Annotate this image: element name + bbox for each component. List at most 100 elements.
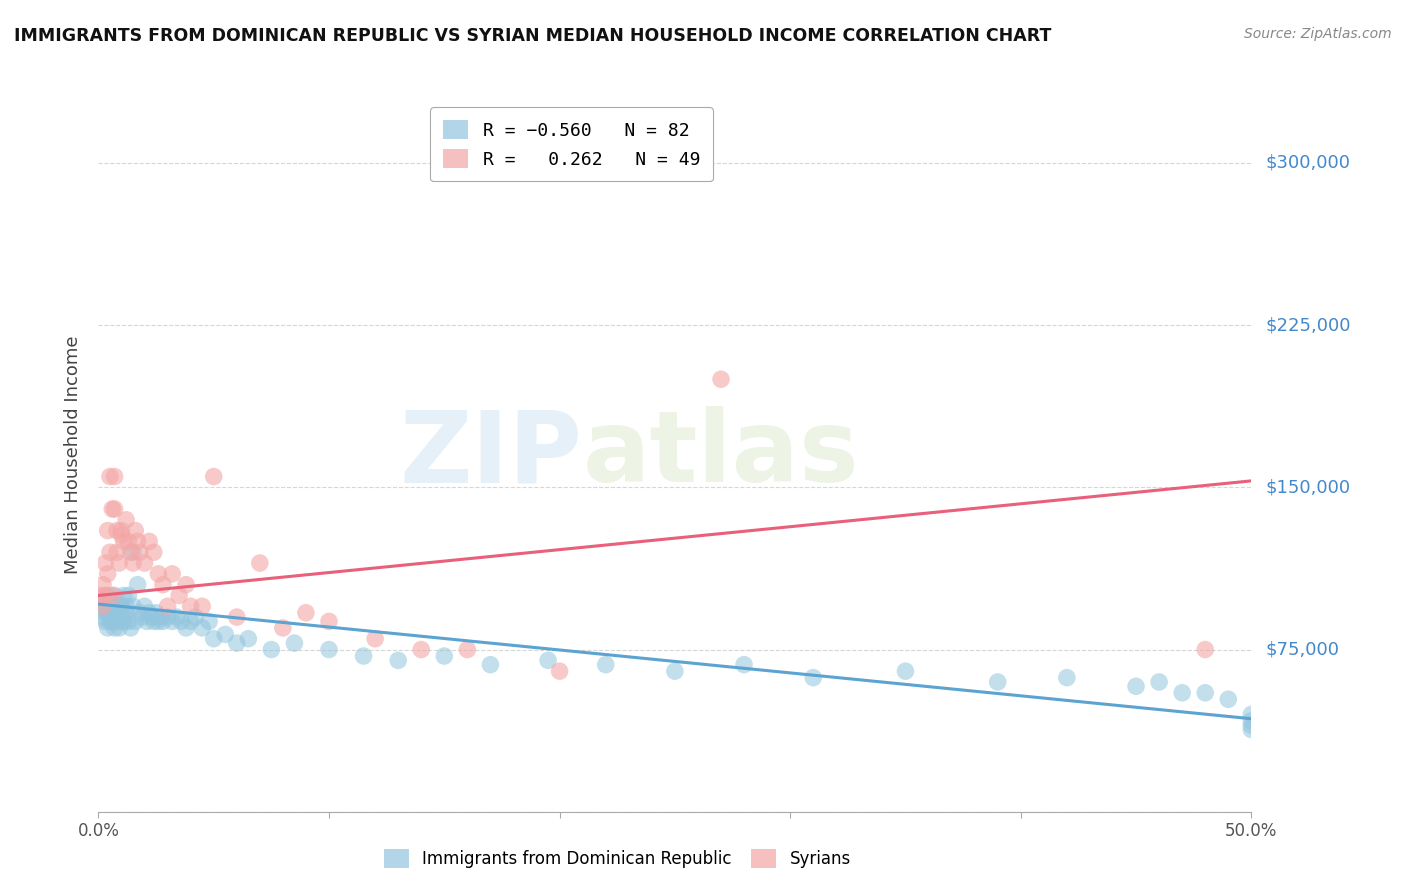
Point: [174, 621, 197, 635]
Point: [152, 615, 174, 629]
Point: [160, 615, 183, 629]
Point: [479, 657, 502, 672]
Point: [156, 610, 179, 624]
Text: ZIP: ZIP: [399, 407, 582, 503]
Legend: Immigrants from Dominican Republic, Syrians: Immigrants from Dominican Republic, Syri…: [377, 843, 858, 875]
Point: [135, 615, 157, 629]
Point: [801, 671, 824, 685]
Text: Source: ZipAtlas.com: Source: ZipAtlas.com: [1244, 27, 1392, 41]
Point: [117, 534, 139, 549]
Text: IMMIGRANTS FROM DOMINICAN REPUBLIC VS SYRIAN MEDIAN HOUSEHOLD INCOME CORRELATION: IMMIGRANTS FROM DOMINICAN REPUBLIC VS SY…: [14, 27, 1052, 45]
Point: [191, 599, 214, 614]
Point: [174, 577, 197, 591]
Point: [202, 632, 225, 646]
Point: [97, 621, 120, 635]
Point: [98, 469, 121, 483]
Point: [90, 589, 112, 603]
Point: [103, 589, 125, 603]
Point: [214, 627, 236, 641]
Text: $75,000: $75,000: [1265, 640, 1340, 658]
Point: [97, 604, 120, 618]
Point: [318, 642, 340, 657]
Point: [90, 599, 112, 614]
Point: [110, 599, 132, 614]
Point: [225, 636, 247, 650]
Point: [1056, 671, 1078, 685]
Point: [124, 615, 146, 629]
Point: [191, 621, 214, 635]
Point: [160, 566, 183, 581]
Point: [94, 606, 117, 620]
Point: [456, 642, 478, 657]
Point: [271, 621, 294, 635]
Point: [108, 556, 131, 570]
Point: [112, 534, 135, 549]
Point: [1194, 686, 1216, 700]
Point: [1240, 723, 1263, 737]
Point: [105, 599, 128, 614]
Point: [110, 524, 132, 538]
Point: [108, 621, 131, 635]
Point: [97, 589, 120, 603]
Point: [142, 545, 165, 559]
Point: [108, 597, 131, 611]
Point: [1125, 679, 1147, 693]
Point: [129, 545, 152, 559]
Point: [112, 615, 135, 629]
Point: [710, 372, 733, 386]
Point: [249, 556, 271, 570]
Point: [103, 606, 125, 620]
Point: [1171, 686, 1194, 700]
Point: [127, 534, 149, 549]
Point: [1240, 707, 1263, 722]
Point: [105, 524, 128, 538]
Point: [225, 610, 247, 624]
Point: [548, 664, 571, 678]
Point: [110, 610, 132, 624]
Point: [1240, 714, 1263, 728]
Point: [115, 599, 138, 614]
Point: [166, 610, 188, 624]
Point: [733, 657, 755, 672]
Y-axis label: Median Household Income: Median Household Income: [65, 335, 83, 574]
Point: [91, 610, 114, 624]
Point: [149, 610, 172, 624]
Point: [122, 599, 145, 614]
Point: [120, 545, 142, 559]
Point: [283, 636, 305, 650]
Point: [94, 589, 117, 603]
Point: [170, 615, 193, 629]
Point: [142, 615, 165, 629]
Point: [103, 469, 125, 483]
Point: [124, 524, 146, 538]
Point: [148, 615, 170, 629]
Text: atlas: atlas: [582, 407, 859, 503]
Point: [180, 599, 202, 614]
Point: [94, 599, 117, 614]
Point: [1147, 675, 1170, 690]
Point: [387, 653, 409, 667]
Point: [295, 606, 318, 620]
Point: [117, 589, 139, 603]
Point: [115, 606, 138, 620]
Point: [97, 566, 120, 581]
Point: [127, 577, 149, 591]
Point: [260, 642, 283, 657]
Text: $225,000: $225,000: [1265, 316, 1351, 334]
Point: [101, 615, 124, 629]
Point: [894, 664, 917, 678]
Point: [122, 556, 145, 570]
Point: [101, 599, 124, 614]
Point: [98, 545, 121, 559]
Text: $150,000: $150,000: [1265, 478, 1350, 496]
Point: [131, 610, 153, 624]
Point: [364, 632, 387, 646]
Point: [202, 469, 225, 483]
Point: [112, 589, 135, 603]
Point: [198, 615, 221, 629]
Point: [138, 534, 160, 549]
Point: [91, 577, 114, 591]
Point: [105, 615, 128, 629]
Point: [91, 592, 114, 607]
Point: [1240, 718, 1263, 732]
